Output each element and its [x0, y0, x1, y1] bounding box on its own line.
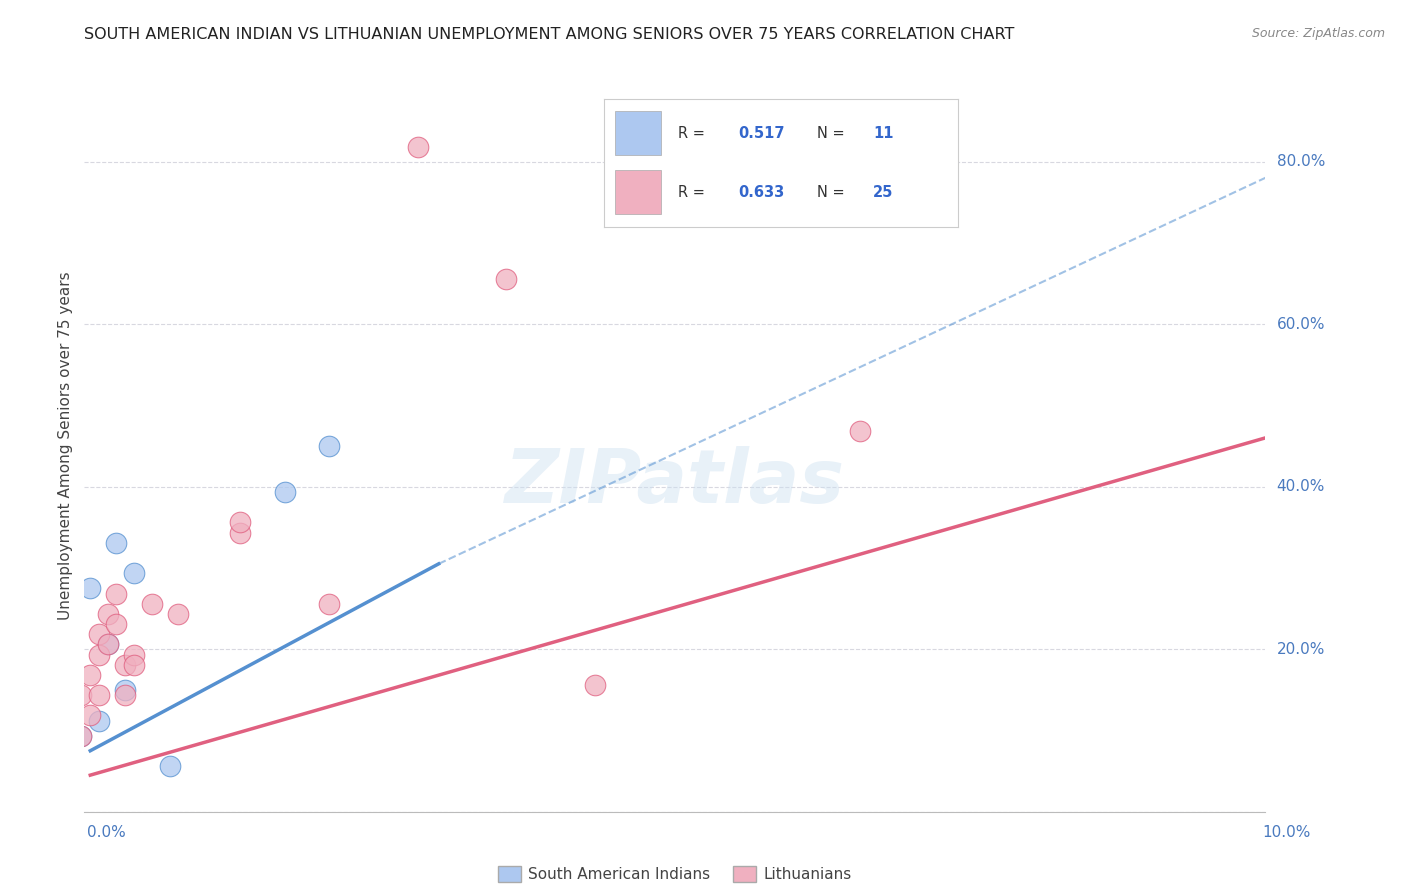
Point [121, 727, 143, 741]
Text: 10.0%: 10.0% [1263, 825, 1310, 839]
Point [427, 528, 450, 542]
Point [167, 630, 190, 644]
Point [97, 727, 120, 741]
Point [143, 671, 166, 685]
Point [368, 565, 391, 579]
Point [97, 760, 120, 774]
Point [84, 764, 107, 778]
Point [309, 590, 332, 604]
Point [167, 695, 190, 709]
Point [132, 687, 155, 701]
Point [84, 776, 107, 790]
Point [97, 760, 120, 774]
Point [546, 288, 568, 302]
Point [121, 747, 143, 762]
Point [156, 723, 179, 738]
Point [427, 654, 450, 668]
Text: ZIPatlas: ZIPatlas [505, 446, 845, 519]
Text: 80.0%: 80.0% [1277, 154, 1324, 169]
Text: Source: ZipAtlas.com: Source: ZipAtlas.com [1251, 27, 1385, 40]
Point [1136, 516, 1159, 531]
Point [167, 703, 190, 717]
Text: SOUTH AMERICAN INDIAN VS LITHUANIAN UNEMPLOYMENT AMONG SENIORS OVER 75 YEARS COR: SOUTH AMERICAN INDIAN VS LITHUANIAN UNEM… [84, 27, 1015, 42]
Point [121, 679, 143, 693]
Text: 20.0%: 20.0% [1277, 641, 1324, 657]
Point [108, 744, 131, 758]
Point [226, 663, 249, 677]
Point [191, 654, 214, 668]
Point [156, 727, 179, 741]
Point [121, 695, 143, 709]
Text: 0.0%: 0.0% [87, 825, 127, 839]
Point [108, 642, 131, 657]
Point [215, 784, 238, 798]
Point [156, 703, 179, 717]
Point [664, 394, 686, 409]
Point [143, 646, 166, 660]
Point [782, 719, 804, 733]
Point [132, 687, 155, 701]
Point [309, 598, 332, 612]
Legend: South American Indians, Lithuanians: South American Indians, Lithuanians [492, 860, 858, 888]
Point [143, 606, 166, 620]
Text: 60.0%: 60.0% [1277, 317, 1324, 332]
Text: 40.0%: 40.0% [1277, 479, 1324, 494]
Point [132, 663, 155, 677]
Point [108, 711, 131, 725]
Y-axis label: Unemployment Among Seniors over 75 years: Unemployment Among Seniors over 75 years [58, 272, 73, 620]
